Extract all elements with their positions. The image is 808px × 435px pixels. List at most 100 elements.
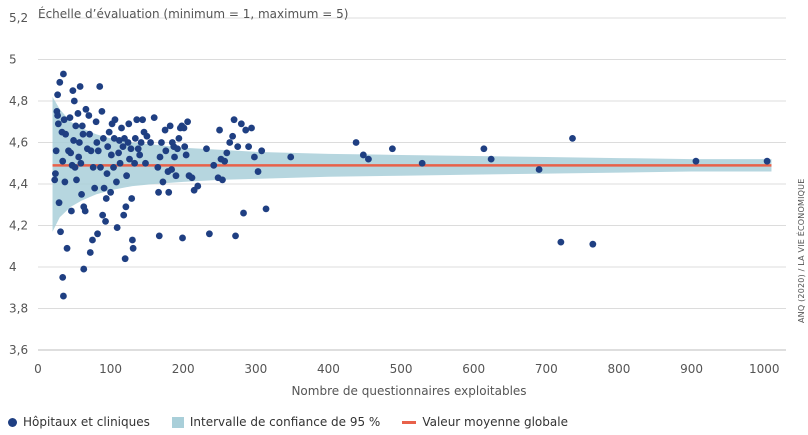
data-point (107, 151, 115, 159)
data-point (188, 174, 196, 182)
data-point (230, 116, 238, 124)
data-point (86, 249, 94, 256)
data-point (168, 166, 176, 173)
data-point (79, 130, 87, 138)
data-point (418, 159, 426, 167)
data-point (75, 153, 83, 161)
data-point (131, 134, 139, 142)
data-point (99, 211, 107, 219)
data-point (182, 151, 190, 159)
data-point (63, 244, 71, 252)
chart-title: Échelle d’évaluation (minimum = 1, maxim… (38, 7, 349, 21)
x-tick-label: 600 (462, 362, 485, 376)
data-point (56, 78, 64, 86)
data-point (172, 172, 180, 180)
data-point (245, 143, 253, 151)
data-point (70, 137, 77, 144)
x-tick-label: 400 (317, 362, 340, 376)
data-point (237, 120, 245, 128)
data-point (142, 159, 149, 167)
data-point (111, 116, 119, 124)
data-point (184, 118, 192, 126)
data-point (480, 145, 488, 153)
data-point (242, 126, 250, 134)
data-point (52, 170, 59, 178)
data-point (59, 273, 67, 281)
data-point (78, 122, 86, 130)
x-tick-label: 800 (608, 362, 631, 376)
data-point (175, 134, 183, 142)
data-point (68, 207, 75, 215)
data-point (123, 172, 130, 180)
legend-label-band: Intervalle de confiance de 95 % (189, 415, 381, 429)
data-point (219, 176, 226, 184)
legend: Hôpitaux et cliniques Intervalle de conf… (8, 415, 568, 429)
data-point (359, 151, 367, 159)
data-point (55, 199, 63, 207)
data-point (127, 145, 135, 153)
data-point (194, 182, 202, 190)
legend-item-band: Intervalle de confiance de 95 % (171, 415, 381, 429)
data-point (254, 168, 262, 175)
data-point (128, 195, 136, 202)
data-point (203, 145, 210, 153)
data-point (229, 132, 237, 140)
data-point (251, 153, 258, 161)
data-point (115, 149, 123, 157)
data-point (94, 147, 102, 155)
y-tick-label: 4,4 (9, 177, 28, 191)
data-point (124, 139, 132, 146)
data-point (104, 143, 112, 151)
data-point (78, 190, 85, 198)
data-point (74, 110, 82, 117)
data-point (97, 164, 104, 171)
y-tick-label: 4,6 (9, 136, 28, 150)
data-point (262, 205, 270, 213)
data-point (96, 83, 104, 90)
x-tick-labels: 0 100 200 300 400 500 600 700 800 900 1000 (34, 362, 779, 376)
data-point (121, 255, 129, 263)
data-point (105, 128, 113, 136)
data-point (162, 147, 170, 155)
data-point (91, 184, 99, 192)
legend-item-mean: Valeur moyenne globale (402, 415, 568, 429)
data-point (388, 145, 396, 153)
data-point (232, 232, 239, 240)
data-point (115, 137, 123, 144)
data-point (352, 139, 360, 146)
y-tick-label: 4,2 (9, 219, 28, 233)
x-tick-label: 500 (390, 362, 413, 376)
data-point (81, 207, 89, 215)
data-point (93, 139, 101, 146)
x-tick-label: 300 (244, 362, 267, 376)
legend-label-mean: Valeur moyenne globale (422, 415, 568, 429)
data-point (122, 203, 130, 211)
legend-swatch-points (8, 417, 17, 427)
data-point (159, 178, 167, 186)
data-point (51, 176, 59, 184)
data-point (107, 188, 115, 196)
data-point (57, 228, 64, 236)
legend-swatch-band (171, 416, 184, 428)
data-point (92, 118, 100, 126)
data-point (102, 195, 110, 202)
data-point (155, 188, 162, 196)
data-point (110, 164, 117, 171)
data-point (110, 134, 118, 142)
data-point (129, 236, 136, 244)
data-point (154, 164, 162, 171)
data-point (221, 157, 229, 165)
data-point (147, 139, 154, 146)
data-point (181, 143, 189, 151)
legend-item-points: Hôpitaux et cliniques (8, 415, 150, 429)
x-tick-label: 100 (99, 362, 122, 376)
data-point (137, 139, 145, 146)
data-point (158, 139, 165, 146)
data-point (258, 147, 266, 155)
legend-label-points: Hôpitaux et cliniques (23, 415, 150, 429)
data-point (69, 87, 77, 95)
data-point (72, 122, 80, 130)
data-point (126, 155, 133, 163)
data-point (120, 211, 128, 219)
x-tick-label: 1000 (749, 362, 780, 376)
